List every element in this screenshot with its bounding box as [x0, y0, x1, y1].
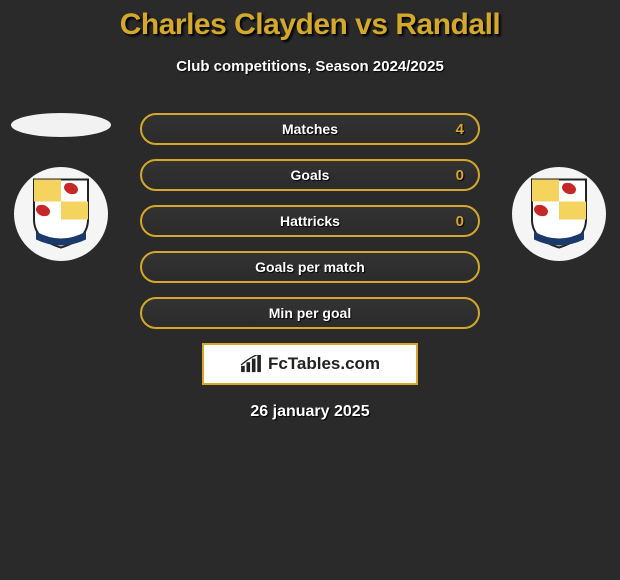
stat-row-goals: Goals 0: [140, 159, 480, 191]
page-title: Charles Clayden vs Randall: [0, 8, 620, 42]
date-text: 26 january 2025: [0, 403, 620, 421]
stat-row-matches: Matches 4: [140, 113, 480, 145]
player-left-column: [6, 113, 116, 261]
stat-label: Hattricks: [280, 213, 340, 229]
crest-shield-icon: [528, 176, 590, 250]
stat-label: Min per goal: [269, 305, 351, 321]
branding-box: FcTables.com: [202, 343, 418, 385]
stat-label: Goals per match: [255, 259, 365, 275]
crest-shield-icon: [30, 176, 92, 250]
subtitle: Club competitions, Season 2024/2025: [0, 58, 620, 75]
stats-area: Matches 4 Goals 0 Hattricks 0 Goals per …: [0, 113, 620, 421]
player-left-avatar: [11, 113, 111, 137]
stats-rows: Matches 4 Goals 0 Hattricks 0 Goals per …: [140, 113, 480, 329]
stat-row-hattricks: Hattricks 0: [140, 205, 480, 237]
stat-value: 0: [456, 213, 464, 230]
stat-row-goals-per-match: Goals per match: [140, 251, 480, 283]
player-right-crest: [512, 167, 606, 261]
stat-value: 0: [456, 167, 464, 184]
player-left-crest: [14, 167, 108, 261]
stat-label: Goals: [291, 167, 330, 183]
stat-value: 4: [456, 121, 464, 138]
bar-chart-icon: [240, 355, 262, 373]
player-right-column: [504, 113, 614, 261]
stat-row-min-per-goal: Min per goal: [140, 297, 480, 329]
stat-label: Matches: [282, 121, 338, 137]
branding-text: FcTables.com: [268, 354, 380, 374]
